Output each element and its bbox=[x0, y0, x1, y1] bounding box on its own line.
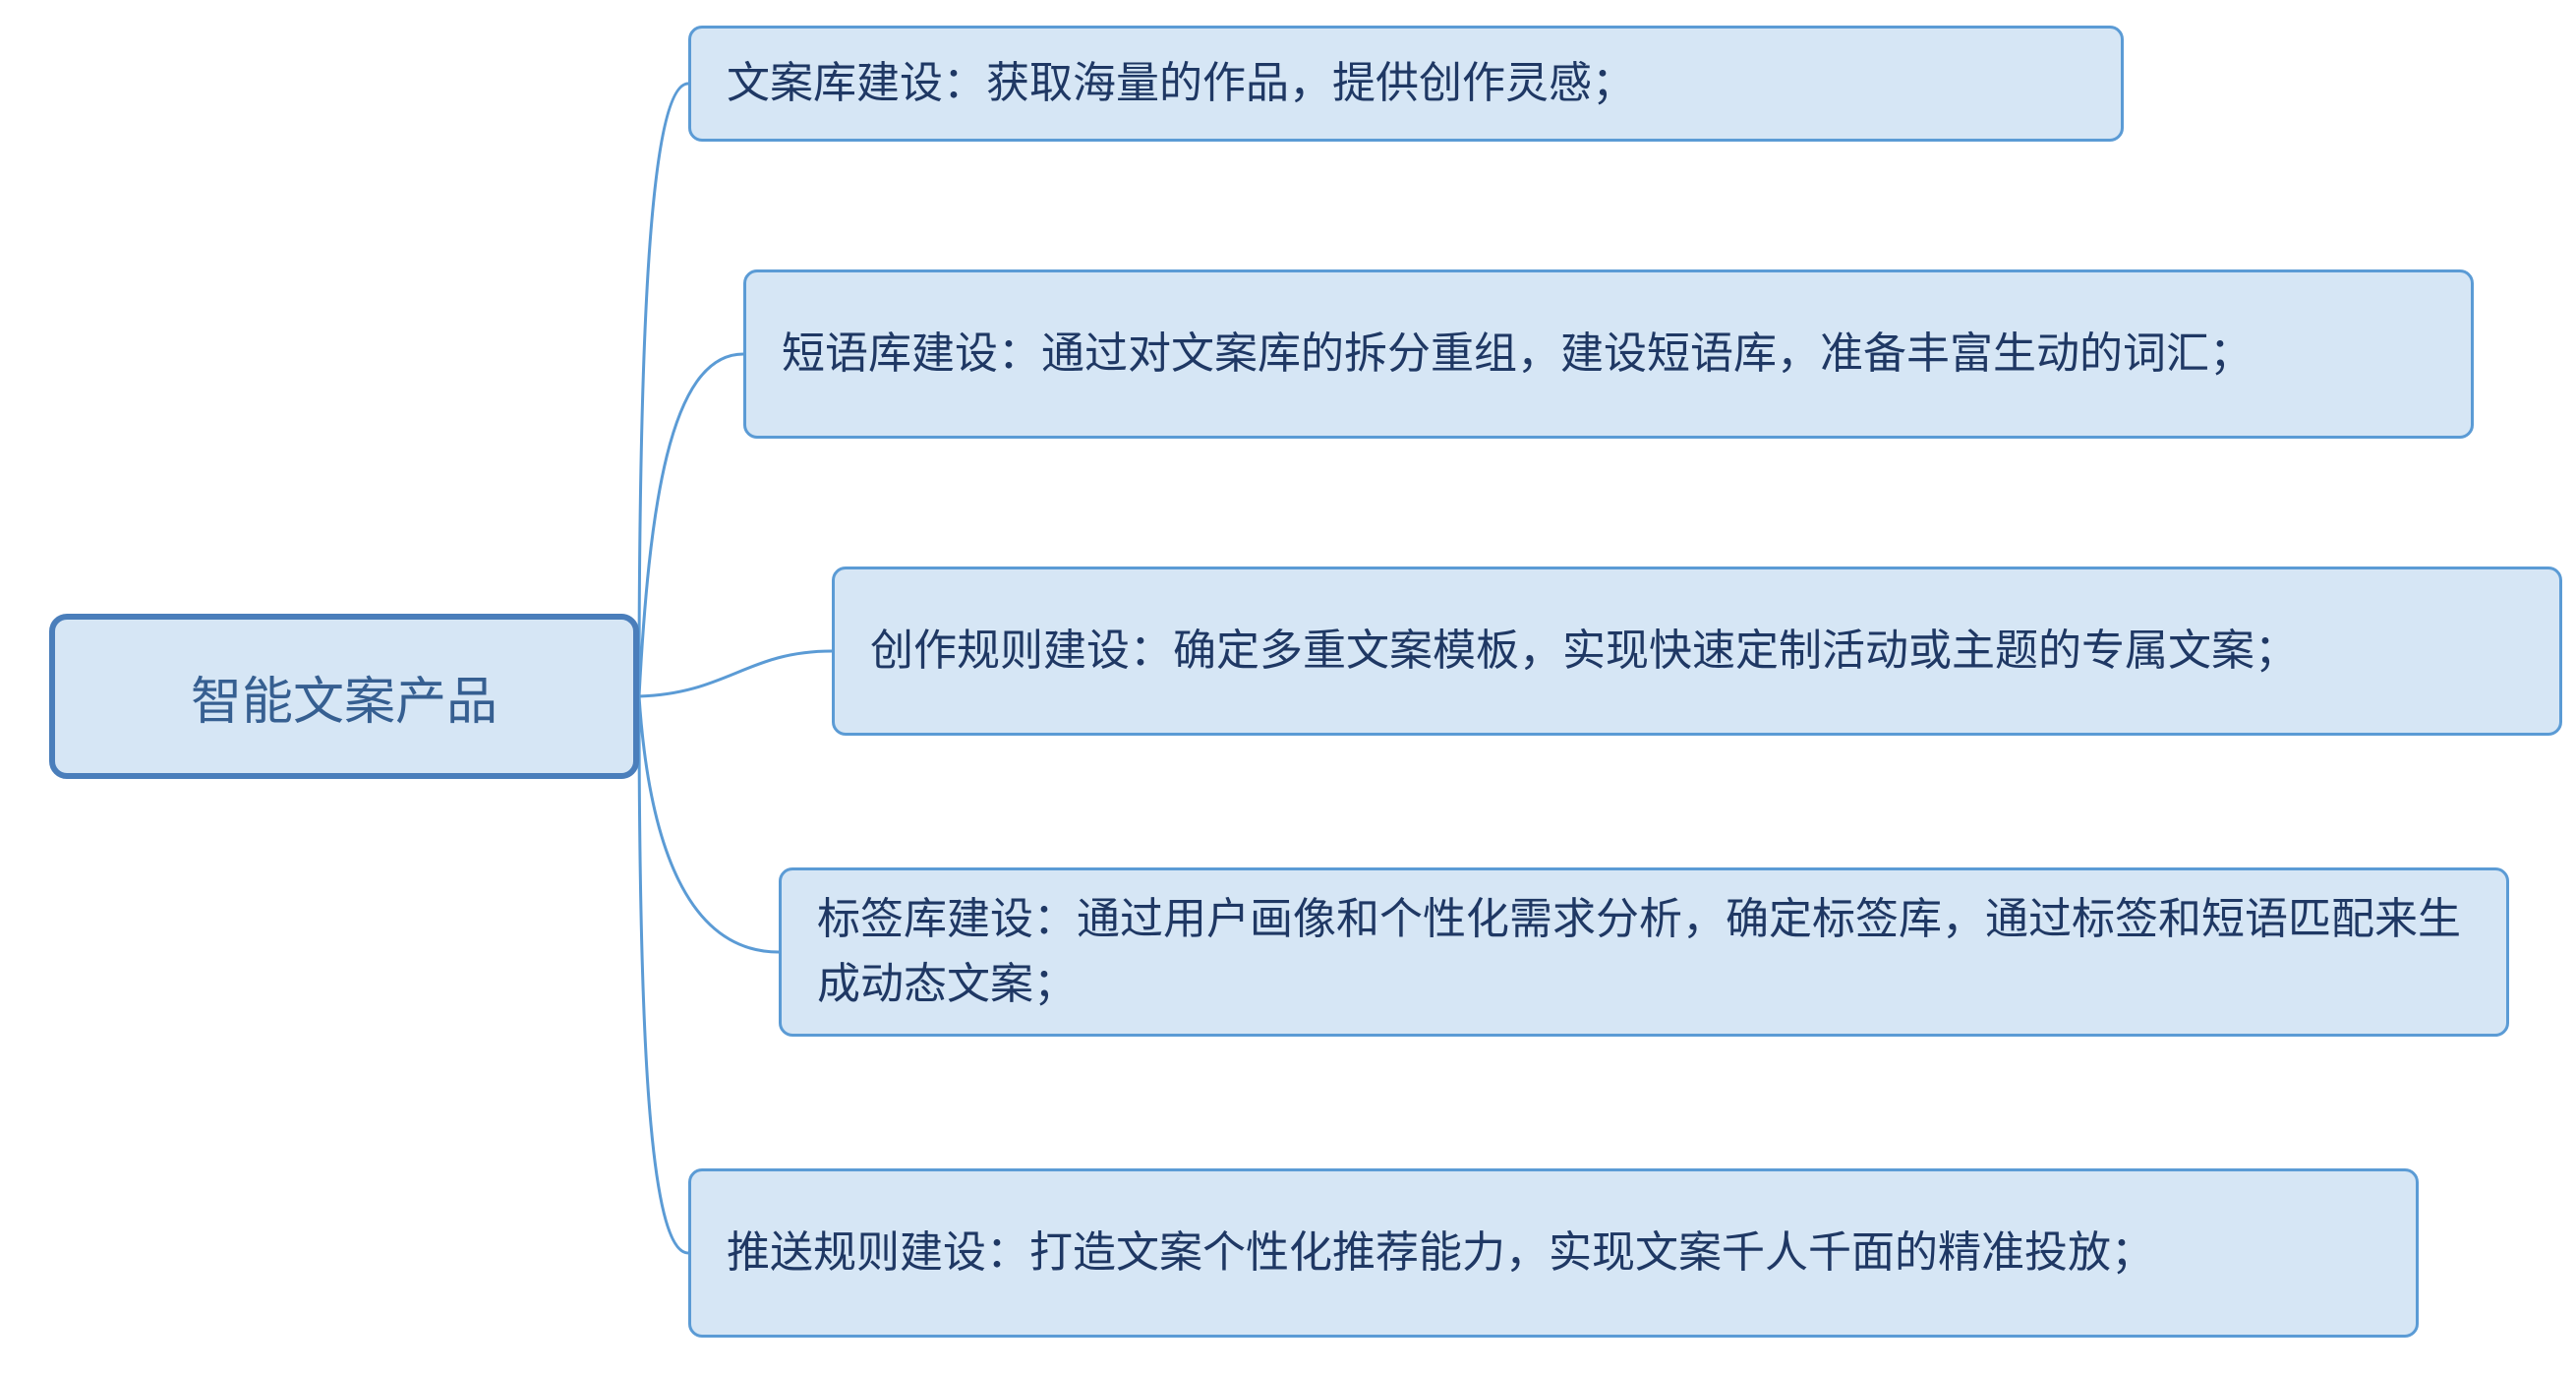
child-node-0: 文案库建设：获取海量的作品，提供创作灵感； bbox=[688, 26, 2124, 142]
child-label: 短语库建设：通过对文案库的拆分重组，建设短语库，准备丰富生动的词汇； bbox=[782, 322, 2253, 387]
child-label: 标签库建设：通过用户画像和个性化需求分析，确定标签库，通过标签和短语匹配来生成动… bbox=[817, 887, 2471, 1017]
mindmap-container: 智能文案产品 文案库建设：获取海量的作品，提供创作灵感； 短语库建设：通过对文案… bbox=[0, 0, 2576, 1373]
root-node: 智能文案产品 bbox=[49, 614, 639, 779]
child-label: 推送规则建设：打造文案个性化推荐能力，实现文案千人千面的精准投放； bbox=[727, 1221, 2154, 1285]
child-node-4: 推送规则建设：打造文案个性化推荐能力，实现文案千人千面的精准投放； bbox=[688, 1168, 2419, 1338]
child-node-2: 创作规则建设：确定多重文案模板，实现快速定制活动或主题的专属文案； bbox=[832, 567, 2562, 736]
child-label: 文案库建设：获取海量的作品，提供创作灵感； bbox=[727, 51, 1635, 116]
child-node-1: 短语库建设：通过对文案库的拆分重组，建设短语库，准备丰富生动的词汇； bbox=[743, 269, 2474, 439]
child-label: 创作规则建设：确定多重文案模板，实现快速定制活动或主题的专属文案； bbox=[870, 619, 2298, 684]
root-label: 智能文案产品 bbox=[191, 660, 498, 734]
child-node-3: 标签库建设：通过用户画像和个性化需求分析，确定标签库，通过标签和短语匹配来生成动… bbox=[779, 867, 2509, 1037]
